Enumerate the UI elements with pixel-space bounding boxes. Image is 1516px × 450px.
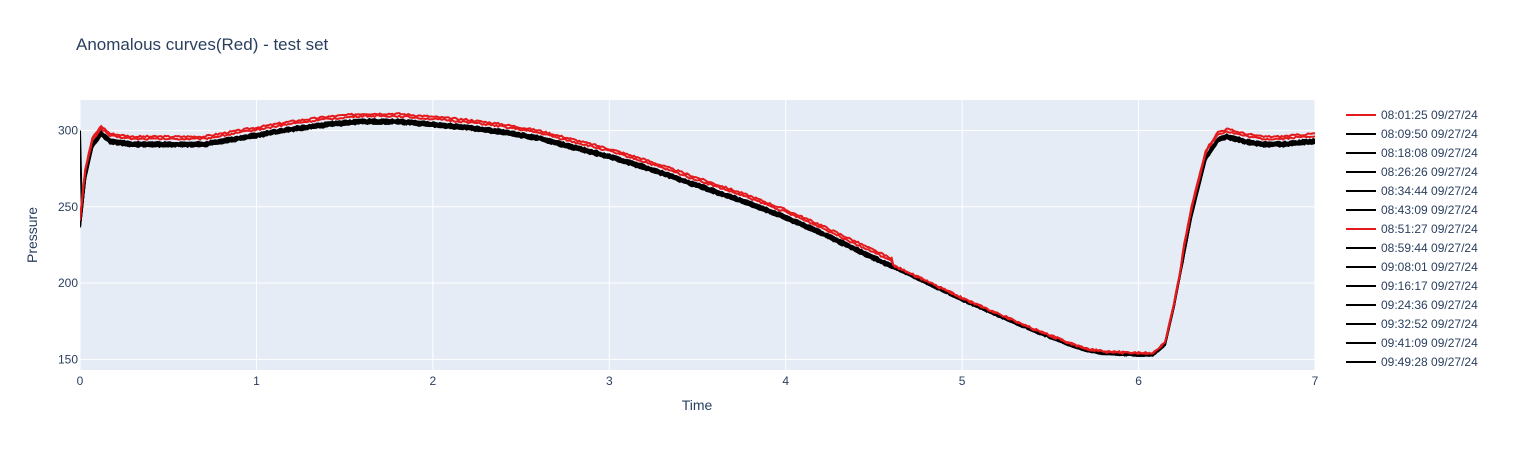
y-axis-title: Pressure (24, 207, 40, 263)
y-axis-ticks: 150 200 250 300 (58, 124, 78, 367)
plot-area (80, 100, 1315, 370)
x-tick-label: 6 (1135, 374, 1142, 388)
legend-label[interactable]: 08:51:27 09/27/24 (1381, 222, 1478, 236)
legend-label[interactable]: 08:43:09 09/27/24 (1381, 203, 1478, 217)
legend-label[interactable]: 09:08:01 09/27/24 (1381, 260, 1478, 274)
legend-label[interactable]: 09:49:28 09/27/24 (1381, 355, 1478, 369)
x-axis-title: Time (682, 397, 713, 413)
y-tick-label: 250 (58, 200, 78, 214)
series-lines (80, 112, 1315, 358)
y-tick-label: 300 (58, 124, 78, 138)
y-tick-label: 200 (58, 276, 78, 290)
x-tick-label: 5 (959, 374, 966, 388)
x-tick-label: 7 (1312, 374, 1319, 388)
series-line (80, 120, 1315, 357)
series-line (80, 112, 1315, 355)
legend-label[interactable]: 09:24:36 09/27/24 (1381, 298, 1478, 312)
y-tick-label: 150 (58, 352, 78, 366)
legend-label[interactable]: 08:59:44 09/27/24 (1381, 241, 1478, 255)
legend-label[interactable]: 09:32:52 09/27/24 (1381, 317, 1478, 331)
legend-label[interactable]: 08:34:44 09/27/24 (1381, 184, 1478, 198)
chart-title: Anomalous curves(Red) - test set (76, 35, 329, 54)
x-tick-label: 3 (606, 374, 613, 388)
legend-label[interactable]: 08:26:26 09/27/24 (1381, 165, 1478, 179)
x-tick-label: 0 (77, 374, 84, 388)
legend-label[interactable]: 08:01:25 09/27/24 (1381, 108, 1478, 122)
legend-label[interactable]: 09:16:17 09/27/24 (1381, 279, 1478, 293)
legend: 08:01:25 09/27/24 08:09:50 09/27/24 08:18:… (1346, 108, 1478, 369)
legend-label[interactable]: 09:41:09 09/27/24 (1381, 336, 1478, 350)
legend-label[interactable]: 08:09:50 09/27/24 (1381, 127, 1478, 141)
x-tick-label: 2 (430, 374, 437, 388)
legend-label[interactable]: 08:18:08 09/27/24 (1381, 146, 1478, 160)
x-axis-ticks: 0 1 2 3 4 5 6 7 (77, 374, 1319, 388)
x-tick-label: 1 (253, 374, 260, 388)
x-tick-label: 4 (782, 374, 789, 388)
